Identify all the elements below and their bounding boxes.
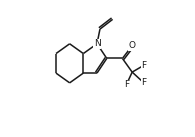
Text: N: N xyxy=(94,39,100,48)
Text: F: F xyxy=(124,80,129,89)
Text: O: O xyxy=(129,41,136,50)
Text: F: F xyxy=(141,61,146,70)
Text: F: F xyxy=(141,78,146,87)
